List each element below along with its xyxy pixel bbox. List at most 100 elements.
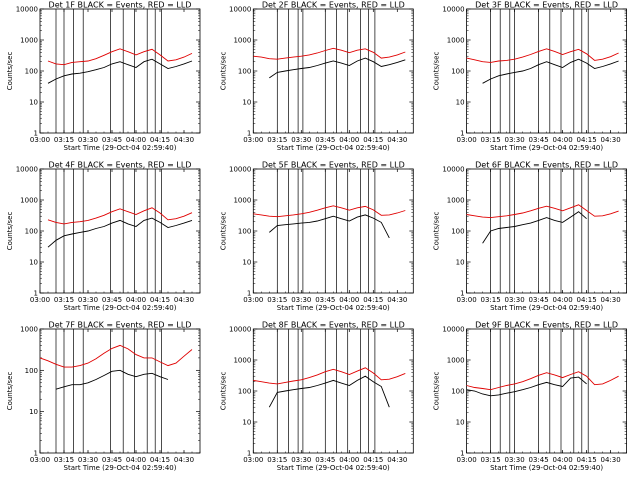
lld-series-line [39, 344, 193, 368]
x-tick-label: 03:30 [505, 136, 525, 144]
x-axis-label: Start Time (29-Oct-04 02:59:40) [64, 144, 177, 152]
x-tick-label: 03:00 [243, 296, 263, 304]
x-tick-label: 04:30 [174, 456, 194, 464]
x-tick-label: 03:30 [291, 136, 311, 144]
x-tick-label: 04:30 [387, 456, 407, 464]
y-tick-label: 10000 [442, 166, 464, 174]
x-tick-label: 04:15 [150, 456, 170, 464]
y-tick-label: 100 [25, 68, 38, 76]
x-tick-label: 04:00 [339, 456, 359, 464]
x-tick-label: 03:45 [315, 456, 335, 464]
x-tick-label: 03:30 [78, 136, 98, 144]
chart-panel: Det 3F BLACK = Events, RED = LLD 03:00 03:… [433, 1, 628, 152]
y-axis-label: Counts/sec [219, 372, 227, 411]
x-axis-label: Start Time (29-Oct-04 02:59:40) [277, 144, 390, 152]
x-tick-label: 03:00 [457, 296, 477, 304]
x-tick-label: 04:00 [339, 296, 359, 304]
x-tick-label: 03:15 [267, 296, 287, 304]
x-tick-label: 03:30 [78, 296, 98, 304]
y-tick-label: 100 [25, 367, 38, 375]
y-axis-label: Counts/sec [219, 52, 227, 91]
y-tick-label: 1000 [233, 197, 251, 205]
x-tick-label: 03:45 [315, 136, 335, 144]
chart-title: Det 1F BLACK = Events, RED = LLD [49, 1, 192, 10]
y-tick-label: 1 [247, 130, 251, 138]
lld-series-line [466, 371, 619, 391]
x-tick-label: 03:15 [54, 456, 74, 464]
x-tick-label: 03:15 [54, 136, 74, 144]
x-tick-label: 03:45 [102, 456, 122, 464]
y-tick-label: 100 [451, 228, 464, 236]
lld-series-line [466, 204, 619, 219]
x-tick-label: 03:45 [315, 296, 335, 304]
events-series-line [482, 58, 619, 84]
events-series-line [47, 58, 193, 84]
y-tick-label: 10 [242, 99, 251, 107]
chart-title: Det 6F BLACK = Events, RED = LLD [475, 161, 618, 170]
y-tick-label: 100 [451, 388, 464, 396]
y-tick-label: 100 [25, 228, 38, 236]
events-series-line [268, 375, 390, 408]
x-tick-label: 03:00 [457, 456, 477, 464]
x-tick-label: 03:45 [102, 136, 122, 144]
y-tick-label: 10 [456, 419, 465, 427]
chart-panel: Det 6F BLACK = Events, RED = LLD 03:00 03:… [433, 161, 628, 312]
y-tick-label: 100 [238, 228, 251, 236]
y-tick-label: 1 [247, 290, 251, 298]
chart-title: Det 5F BLACK = Events, RED = LLD [262, 161, 405, 170]
chart-panel: Det 4F BLACK = Events, RED = LLD 03:00 03:… [6, 161, 201, 312]
y-axis-label: Counts/sec [6, 52, 14, 91]
x-axis-label: Start Time (29-Oct-04 02:59:40) [64, 304, 177, 312]
x-tick-label: 04:30 [601, 136, 621, 144]
y-tick-label: 100 [238, 388, 251, 396]
chart-title: Det 7F BLACK = Events, RED = LLD [49, 321, 192, 330]
x-tick-label: 04:30 [174, 136, 194, 144]
y-tick-label: 1000 [20, 197, 38, 205]
y-axis-label: Counts/sec [433, 372, 441, 411]
y-tick-label: 10 [456, 259, 465, 267]
events-series-line [55, 369, 169, 390]
chart-title: Det 3F BLACK = Events, RED = LLD [475, 1, 618, 10]
y-tick-label: 1000 [233, 37, 251, 45]
chart-panel: Det 2F BLACK = Events, RED = LLD 03:00 03:… [219, 1, 414, 152]
chart-title: Det 2F BLACK = Events, RED = LLD [262, 1, 405, 10]
y-tick-label: 1 [34, 130, 38, 138]
y-tick-label: 1 [247, 450, 251, 458]
y-tick-label: 1000 [447, 37, 465, 45]
x-tick-label: 04:30 [174, 296, 194, 304]
y-tick-label: 10000 [229, 166, 251, 174]
y-axis-label: Counts/sec [219, 212, 227, 251]
x-tick-label: 04:15 [577, 456, 597, 464]
x-axis-label: Start Time (29-Oct-04 02:59:40) [490, 464, 603, 472]
x-tick-label: 04:30 [601, 456, 621, 464]
x-tick-label: 04:00 [126, 296, 146, 304]
x-axis-label: Start Time (29-Oct-04 02:59:40) [64, 464, 177, 472]
events-series-line [482, 211, 587, 244]
x-tick-label: 03:15 [267, 456, 287, 464]
x-tick-label: 04:00 [339, 136, 359, 144]
events-series-line [269, 214, 390, 239]
x-tick-label: 03:15 [481, 456, 501, 464]
chart-title: Det 9F BLACK = Events, RED = LLD [475, 321, 618, 330]
chart-panel: Det 8F BLACK = Events, RED = LLD 03:00 03:… [219, 321, 414, 472]
y-tick-label: 1 [460, 450, 464, 458]
lld-series-line [253, 367, 406, 385]
x-tick-label: 04:15 [363, 456, 383, 464]
y-tick-label: 10000 [229, 6, 251, 14]
x-tick-label: 03:30 [78, 456, 98, 464]
y-axis-label: Counts/sec [6, 372, 14, 411]
y-tick-label: 10 [242, 259, 251, 267]
x-tick-label: 03:45 [529, 456, 549, 464]
y-tick-label: 10000 [442, 6, 464, 14]
x-tick-label: 04:15 [363, 136, 383, 144]
events-series-line [466, 376, 587, 397]
x-tick-label: 03:30 [505, 296, 525, 304]
x-tick-label: 03:15 [481, 136, 501, 144]
y-tick-label: 1 [34, 450, 38, 458]
chart-title: Det 8F BLACK = Events, RED = LLD [262, 321, 405, 330]
lld-series-line [253, 47, 406, 60]
lld-series-line [253, 205, 406, 218]
x-tick-label: 04:00 [553, 296, 573, 304]
chart-panel: Det 9F BLACK = Events, RED = LLD 03:00 03:… [433, 321, 628, 472]
x-axis-label: Start Time (29-Oct-04 02:59:40) [277, 304, 390, 312]
